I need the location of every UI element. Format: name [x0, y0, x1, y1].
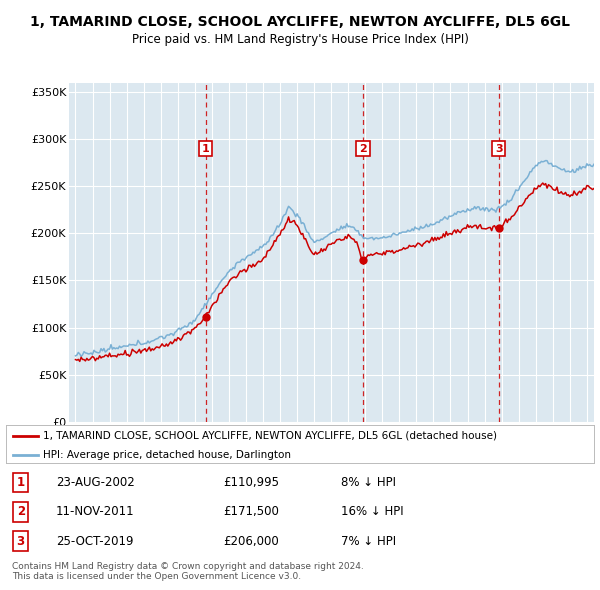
Text: 8% ↓ HPI: 8% ↓ HPI: [341, 476, 396, 489]
Text: HPI: Average price, detached house, Darlington: HPI: Average price, detached house, Darl…: [43, 450, 291, 460]
Text: 1: 1: [17, 476, 25, 489]
Text: 25-OCT-2019: 25-OCT-2019: [56, 535, 133, 548]
Text: £171,500: £171,500: [224, 505, 280, 519]
Text: £206,000: £206,000: [224, 535, 280, 548]
Text: 16% ↓ HPI: 16% ↓ HPI: [341, 505, 404, 519]
Text: £110,995: £110,995: [224, 476, 280, 489]
Text: 7% ↓ HPI: 7% ↓ HPI: [341, 535, 396, 548]
Text: 2: 2: [359, 143, 367, 153]
Text: 1, TAMARIND CLOSE, SCHOOL AYCLIFFE, NEWTON AYCLIFFE, DL5 6GL: 1, TAMARIND CLOSE, SCHOOL AYCLIFFE, NEWT…: [30, 15, 570, 29]
Text: 11-NOV-2011: 11-NOV-2011: [56, 505, 134, 519]
Text: 23-AUG-2002: 23-AUG-2002: [56, 476, 135, 489]
Text: 3: 3: [495, 143, 502, 153]
Text: 2: 2: [17, 505, 25, 519]
Text: 3: 3: [17, 535, 25, 548]
Text: 1, TAMARIND CLOSE, SCHOOL AYCLIFFE, NEWTON AYCLIFFE, DL5 6GL (detached house): 1, TAMARIND CLOSE, SCHOOL AYCLIFFE, NEWT…: [43, 431, 497, 441]
Text: Contains HM Land Registry data © Crown copyright and database right 2024.
This d: Contains HM Land Registry data © Crown c…: [12, 562, 364, 581]
Text: 1: 1: [202, 143, 210, 153]
Text: Price paid vs. HM Land Registry's House Price Index (HPI): Price paid vs. HM Land Registry's House …: [131, 33, 469, 46]
